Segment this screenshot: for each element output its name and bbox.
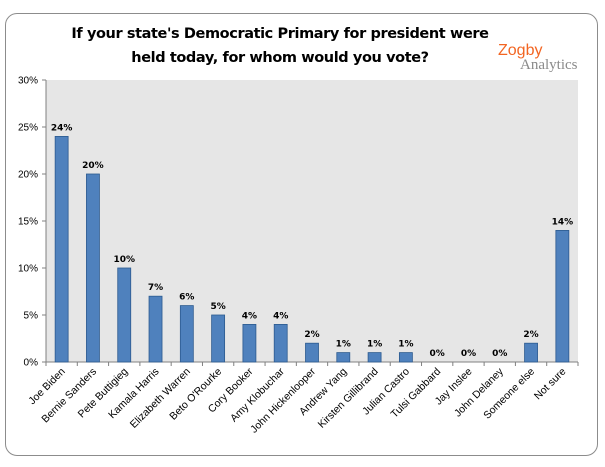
zogby-analytics-logo: Zogby Analytics [498,42,578,73]
bar [54,135,69,363]
bar [117,267,132,363]
data-label: 0% [492,349,507,359]
bar [336,352,351,363]
bar [555,229,570,363]
data-label: 5% [210,302,225,312]
x-category-label: Amy Klobuchar [228,365,287,424]
y-tick-label: 0% [24,358,39,369]
bar [524,342,538,363]
data-label: 4% [242,311,257,321]
data-label: 10% [113,255,135,265]
data-label: 1% [367,340,382,350]
chart-title: If your state's Democratic Primary for p… [71,26,489,66]
data-label: 4% [273,311,288,321]
logo-line1: Zogby [498,42,543,59]
y-tick-label: 15% [18,217,38,228]
y-tick-label: 20% [18,170,38,181]
data-label: 0% [430,349,445,359]
data-label: 6% [179,293,194,303]
data-label: 2% [523,330,538,340]
data-label: 14% [552,217,574,227]
bar [398,352,413,363]
bar [242,323,257,363]
data-label: 24% [51,123,73,133]
data-label: 0% [461,349,476,359]
bar [179,305,194,363]
x-category-label: Not sure [532,366,569,403]
bar [211,314,226,363]
bar [148,295,163,363]
data-label: 1% [336,340,351,350]
bar [273,323,288,363]
y-tick-label: 30% [18,76,38,87]
x-category-label: Bernie Sanders [39,366,99,426]
data-label: 20% [82,161,104,171]
bar [86,173,100,363]
y-tick-label: 25% [18,123,38,134]
data-label: 1% [398,340,413,350]
data-label: 7% [148,283,163,293]
y-tick-label: 5% [24,311,39,322]
bar [305,342,319,363]
plot-area [46,80,578,362]
bar [367,352,382,363]
y-tick-label: 10% [18,264,38,275]
data-label: 2% [304,330,319,340]
logo-line2: Analytics [520,57,578,73]
